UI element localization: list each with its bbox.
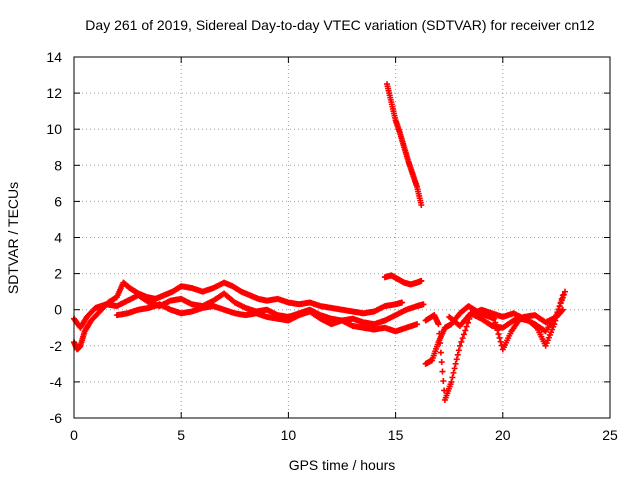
y-tick-label: -4 (50, 374, 63, 390)
x-tick-label: 0 (70, 427, 78, 443)
x-tick-label: 15 (388, 427, 404, 443)
data-points (71, 81, 568, 403)
data-point (435, 321, 442, 328)
data-point (451, 365, 458, 372)
series-trace-d (381, 272, 425, 288)
data-point (556, 303, 563, 310)
data-point (450, 369, 457, 376)
plot-frame (73, 56, 611, 419)
data-point (496, 334, 503, 341)
y-tick-label: 10 (46, 121, 62, 137)
series-trace-e (384, 81, 425, 209)
data-point (460, 331, 467, 338)
data-point (437, 349, 444, 356)
data-point (439, 368, 446, 375)
series-trace-c (113, 301, 421, 335)
data-point (462, 327, 469, 334)
data-point (438, 359, 445, 366)
data-point (559, 294, 566, 301)
grid-lines (74, 57, 610, 418)
data-point (558, 297, 565, 304)
y-tick-label: 0 (54, 302, 62, 318)
data-point (437, 340, 444, 347)
data-point (459, 335, 466, 342)
data-point (448, 378, 455, 385)
data-point (453, 356, 460, 363)
data-point (418, 277, 425, 284)
x-tick-label: 10 (281, 427, 297, 443)
data-point (458, 338, 465, 345)
data-point (557, 300, 564, 307)
data-point (559, 307, 566, 314)
series-trace-b (71, 290, 427, 331)
data-point (414, 321, 421, 328)
y-tick-label: 14 (46, 49, 62, 65)
series-trace-h (446, 306, 566, 331)
data-point (455, 347, 462, 354)
data-point (452, 360, 459, 367)
y-tick-label: 4 (54, 230, 62, 246)
y-tick-label: 8 (54, 157, 62, 173)
data-point (420, 301, 427, 308)
y-tick-label: -2 (50, 338, 63, 354)
data-point (418, 202, 425, 209)
data-point (440, 377, 447, 384)
data-point (454, 351, 461, 358)
data-point (463, 323, 470, 330)
chart-title: Day 261 of 2019, Sidereal Day-to-day VTE… (85, 17, 595, 33)
data-point (560, 291, 567, 298)
data-point (456, 342, 463, 349)
data-point (497, 338, 504, 345)
data-point (495, 331, 502, 338)
series-trace-g (422, 288, 568, 403)
data-point (559, 306, 566, 313)
y-tick-label: 6 (54, 193, 62, 209)
y-axis-label: SDTVAR / TECUs (5, 182, 21, 294)
y-tick-label: -6 (50, 410, 63, 426)
x-tick-labels: 0 5 10 15 20 25 (70, 427, 618, 443)
data-point (399, 299, 406, 306)
data-point (464, 319, 471, 326)
data-point (561, 288, 568, 295)
y-tick-labels: -6 -4 -2 0 2 4 6 8 10 12 14 (46, 49, 62, 426)
data-point (449, 374, 456, 381)
y-tick-label: 12 (46, 85, 62, 101)
x-tick-label: 5 (177, 427, 185, 443)
x-tick-label: 20 (495, 427, 511, 443)
x-axis-label: GPS time / hours (289, 457, 396, 473)
data-point (436, 330, 443, 337)
x-tick-label: 25 (602, 427, 618, 443)
y-tick-label: 2 (54, 266, 62, 282)
